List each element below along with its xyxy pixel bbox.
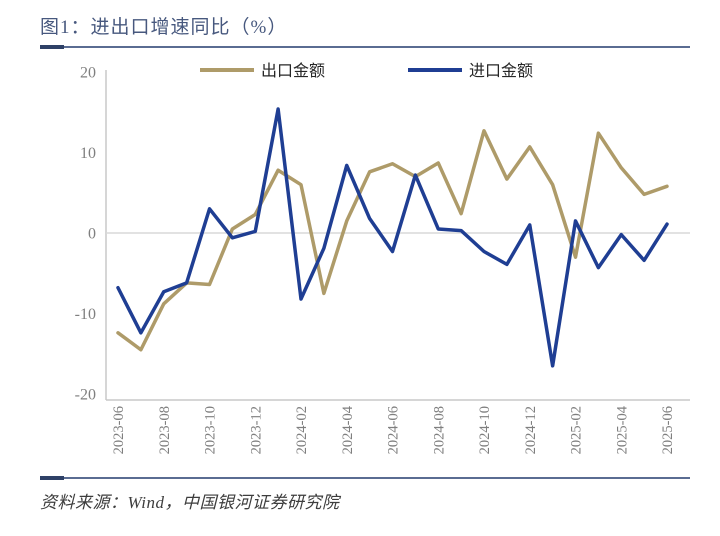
y-tick-label: -10 xyxy=(75,306,96,323)
y-axis-ticks: 20 10 0 -10 -20 xyxy=(75,65,96,404)
import-line xyxy=(116,107,669,368)
export-line xyxy=(116,129,669,352)
y-tick-label: 20 xyxy=(80,65,96,82)
x-tick-label: 2024-10 xyxy=(477,406,493,454)
series-export xyxy=(116,129,669,352)
legend-export-label: 出口金额 xyxy=(261,62,325,80)
series-import xyxy=(116,107,669,368)
x-tick-label: 2024-06 xyxy=(386,406,402,454)
y-tick-label: 10 xyxy=(80,145,96,162)
footer-divider xyxy=(40,476,690,480)
x-tick-label: 2024-02 xyxy=(294,406,310,454)
x-tick-label: 2025-06 xyxy=(660,406,676,454)
y-tick-label: -20 xyxy=(75,387,96,404)
x-tick-label: 2025-02 xyxy=(569,406,585,454)
x-tick-label: 2023-08 xyxy=(157,406,173,454)
legend: 出口金额 进口金额 xyxy=(200,62,533,80)
legend-import-label: 进口金额 xyxy=(469,62,533,80)
chart-svg: 20 10 0 -10 -20 2023-06 2023-08 2023-10 2023-12… xyxy=(75,62,690,454)
y-tick-label: 0 xyxy=(88,226,96,243)
x-tick-label: 2023-12 xyxy=(248,406,264,454)
title-divider-tab xyxy=(40,45,64,49)
x-axis-ticks: 2023-06 2023-08 2023-10 2023-12 2024-02 2024-… xyxy=(111,405,676,454)
x-tick-label: 2024-08 xyxy=(431,406,447,454)
x-tick-label: 2024-12 xyxy=(523,406,539,454)
source-text: 资料来源：Wind，中国银河证券研究院 xyxy=(40,493,340,512)
x-tick-label: 2023-10 xyxy=(203,406,219,454)
chart-area: 20 10 0 -10 -20 2023-06 2023-08 2023-10 2023-12… xyxy=(40,56,700,476)
x-tick-label: 2024-04 xyxy=(340,405,356,454)
title-divider xyxy=(40,45,690,49)
footer-divider-tab xyxy=(40,476,64,480)
x-tick-label: 2025-04 xyxy=(614,405,630,454)
figure-title: 图1：进出口增速同比（%） xyxy=(40,17,288,38)
x-tick-label: 2023-06 xyxy=(111,406,127,454)
